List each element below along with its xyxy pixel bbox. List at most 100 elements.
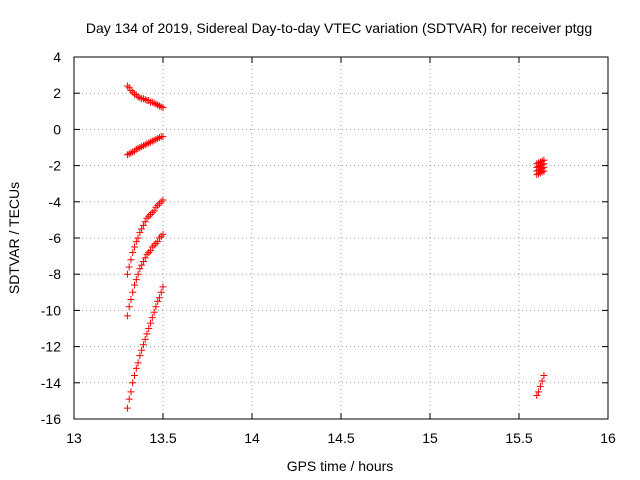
data-point [147, 319, 155, 327]
data-point [127, 149, 135, 157]
data-point [152, 303, 160, 311]
data-point [150, 136, 158, 144]
data-point [123, 312, 131, 320]
data-point [148, 314, 156, 322]
data-point [123, 270, 131, 278]
data-point [152, 100, 160, 108]
data-point [155, 200, 163, 208]
data-point [134, 270, 142, 278]
data-point [538, 168, 546, 176]
data-point [125, 395, 133, 403]
y-tick-label: -4 [49, 194, 62, 210]
axis-ticks [73, 56, 609, 420]
x-tick-labels: 13 13.5 14 14.5 15 15.5 16 [66, 430, 616, 446]
data-point [129, 288, 137, 296]
data-point [139, 95, 147, 103]
data-point [136, 229, 144, 237]
data-point [148, 137, 156, 145]
data-point [154, 101, 162, 109]
y-tick-label: -10 [41, 302, 61, 318]
data-point [136, 94, 144, 102]
data-point [138, 346, 146, 354]
data-point [154, 134, 162, 142]
data-point [155, 234, 163, 242]
y-tick-label: -8 [49, 266, 62, 282]
data-point [150, 241, 158, 249]
data-point [123, 151, 131, 159]
data-point [540, 167, 548, 175]
data-point [127, 388, 135, 396]
data-point [145, 96, 153, 104]
data-point [141, 218, 149, 226]
data-point [123, 82, 131, 90]
data-point [125, 303, 133, 311]
data-point [155, 102, 163, 110]
data-point [533, 171, 541, 179]
data-point [125, 263, 133, 271]
data-point [148, 209, 156, 217]
data-point [138, 261, 146, 269]
data-point [125, 150, 133, 158]
y-axis-title: SDTVAR / TECUs [6, 182, 22, 294]
data-point [538, 377, 546, 385]
data-point [148, 243, 156, 251]
data-point [147, 138, 155, 146]
data-point [134, 144, 142, 152]
data-point [136, 352, 144, 360]
data-point [157, 232, 165, 240]
data-point [154, 238, 162, 246]
data-point [127, 296, 135, 304]
chart-title: Day 134 of 2019, Sidereal Day-to-day VTE… [86, 20, 592, 36]
x-tick-label: 15.5 [505, 430, 532, 446]
data-point [143, 330, 151, 338]
y-tick-label: 2 [53, 85, 61, 101]
data-point [134, 93, 142, 101]
data-point [131, 90, 139, 98]
data-point [139, 221, 147, 229]
data-point [143, 140, 151, 148]
y-tick-label: -6 [49, 230, 62, 246]
data-point [141, 254, 149, 262]
data-point [132, 238, 140, 246]
data-point [139, 258, 147, 266]
data-point [131, 243, 139, 251]
data-point [159, 230, 167, 238]
data-point [145, 139, 153, 147]
x-tick-label: 14.5 [327, 430, 354, 446]
data-point [131, 147, 139, 155]
x-tick-label: 15 [422, 430, 438, 446]
y-tick-label: -14 [41, 375, 61, 391]
data-point [540, 372, 548, 380]
data-point [143, 214, 151, 222]
data-point [145, 212, 153, 220]
data-point [536, 382, 544, 390]
data-point [535, 170, 543, 178]
data-point [134, 234, 142, 242]
data-point [141, 141, 149, 149]
data-point [138, 225, 146, 233]
data-point [127, 256, 135, 264]
data-point [132, 276, 140, 284]
data-point [157, 198, 165, 206]
data-point [132, 91, 140, 99]
data-point [150, 99, 158, 107]
data-point [157, 103, 165, 111]
data-point [535, 388, 543, 396]
data-point [159, 283, 167, 291]
data-point [136, 265, 144, 273]
data-point [154, 201, 162, 209]
data-point [159, 104, 167, 112]
x-tick-label: 16 [600, 430, 616, 446]
data-point [159, 196, 167, 204]
data-point [157, 288, 165, 296]
data-point [145, 325, 153, 332]
data-point [147, 247, 155, 255]
data-point [141, 96, 149, 104]
data-point [533, 391, 541, 399]
data-point [139, 341, 147, 349]
x-axis-title: GPS time / hours [287, 458, 394, 474]
data-point [134, 359, 142, 367]
data-point [123, 404, 131, 412]
